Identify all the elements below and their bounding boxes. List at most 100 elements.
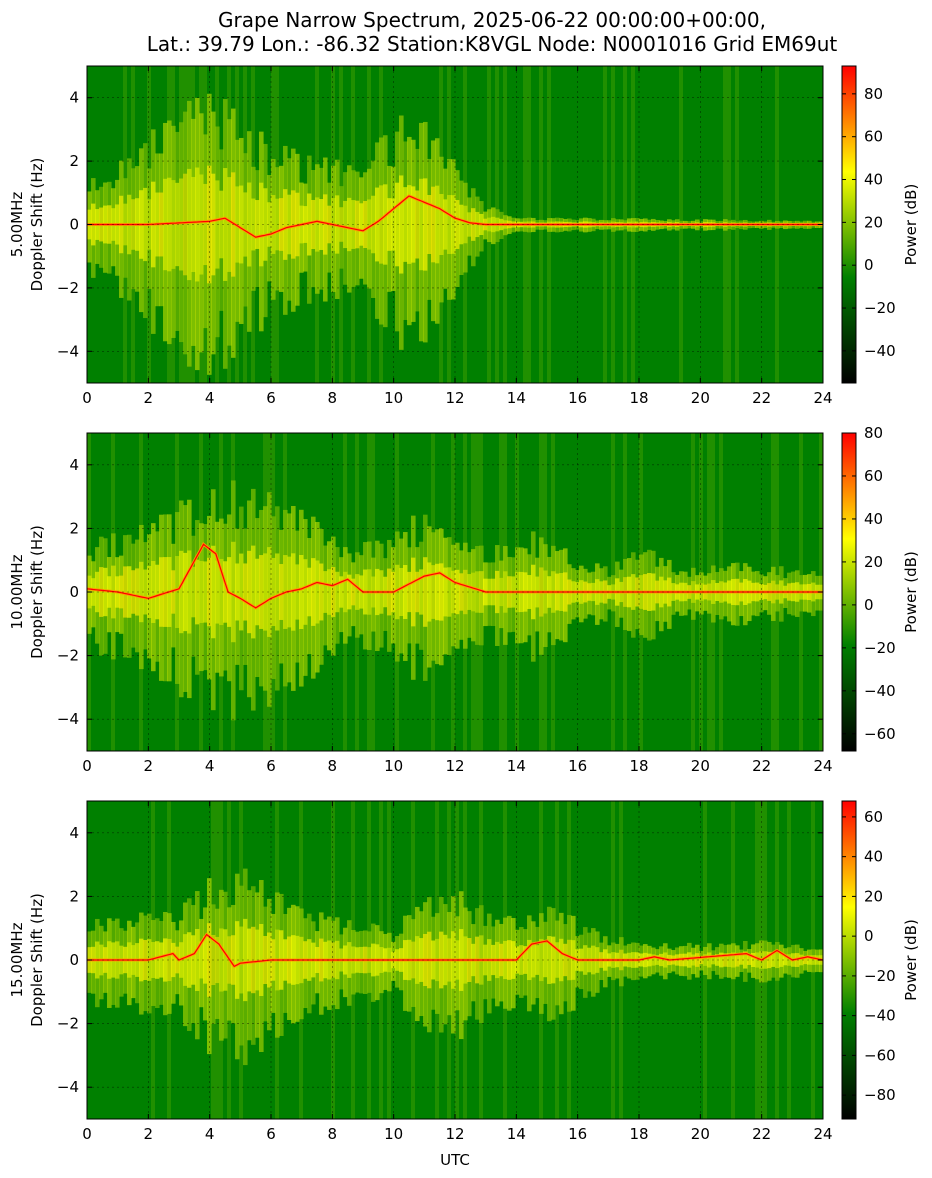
colorbar-tick-label: 20 xyxy=(864,213,883,231)
heatmap-core xyxy=(247,928,252,992)
colorbar-tick-label: −40 xyxy=(864,682,896,700)
heatmap-streak xyxy=(203,66,207,383)
heatmap-core xyxy=(379,185,384,264)
heatmap-core xyxy=(239,926,244,994)
x-tick-label: 14 xyxy=(507,1125,526,1143)
y-tick-label: 2 xyxy=(69,887,79,905)
colorbar xyxy=(841,432,857,752)
heatmap-core xyxy=(467,212,472,237)
x-tick-label: 18 xyxy=(629,1125,648,1143)
x-tick-label: 16 xyxy=(568,1125,587,1143)
colorbar-tick-label: −60 xyxy=(864,1046,896,1064)
colorbar-tick-label: −20 xyxy=(864,639,896,657)
colorbar-tick-label: 80 xyxy=(864,424,883,442)
heatmap-core xyxy=(527,939,532,981)
heatmap-core xyxy=(147,565,152,619)
y-tick-label: 0 xyxy=(69,951,79,969)
band-label: 5.00MHz xyxy=(8,192,26,258)
heatmap-core xyxy=(687,952,692,968)
colorbar-tick-label: 80 xyxy=(864,85,883,103)
heatmap-core xyxy=(419,178,424,271)
heatmap-core xyxy=(307,567,312,617)
heatmap-core xyxy=(223,929,228,991)
colorbar-tick-label: −40 xyxy=(864,1007,896,1025)
heatmap-core xyxy=(383,184,388,265)
heatmap-core xyxy=(227,177,232,272)
heatmap-core xyxy=(647,953,652,967)
x-tick-label: 0 xyxy=(82,1125,92,1143)
heatmap-core xyxy=(339,207,344,242)
heatmap-streak xyxy=(379,66,383,383)
x-tick-label: 12 xyxy=(445,389,464,407)
y-tick-label: 2 xyxy=(69,519,79,537)
heatmap-core xyxy=(339,576,344,608)
heatmap-core xyxy=(203,561,208,623)
heatmap-core xyxy=(303,559,308,625)
heatmap-core xyxy=(199,941,204,979)
heatmap-core xyxy=(799,954,804,966)
chart-title-line2: Lat.: 39.79 Lon.: -86.32 Station:K8VGL N… xyxy=(147,32,838,56)
x-tick-label: 20 xyxy=(691,757,710,775)
heatmap-core xyxy=(779,953,784,967)
colorbar-tick-label: −20 xyxy=(864,967,896,985)
heatmap-core xyxy=(319,199,324,250)
heatmap-streak xyxy=(439,66,443,383)
heatmap-core xyxy=(243,192,248,257)
heatmap-core xyxy=(179,550,184,634)
heatmap-core xyxy=(403,187,408,262)
heatmap-streak xyxy=(219,801,223,1119)
colorbar-tick-label: 0 xyxy=(864,256,874,274)
y-tick-label: 4 xyxy=(69,824,79,842)
heatmap-core xyxy=(763,951,768,969)
heatmap-core xyxy=(267,202,272,247)
x-tick-label: 6 xyxy=(266,389,276,407)
heatmap-core xyxy=(447,195,452,254)
heatmap-core xyxy=(179,178,184,271)
heatmap-core xyxy=(419,569,424,615)
heatmap-core xyxy=(399,175,404,274)
heatmap-core xyxy=(123,566,128,618)
x-tick-label: 18 xyxy=(629,389,648,407)
heatmap-core xyxy=(187,168,192,281)
x-tick-label: 24 xyxy=(813,1125,832,1143)
heatmap-core xyxy=(219,558,224,626)
x-tick-label: 4 xyxy=(205,389,215,407)
heatmap-core xyxy=(467,574,472,610)
colorbar-label: Power (dB) xyxy=(902,184,920,266)
x-tick-label: 0 xyxy=(82,389,92,407)
x-tick-label: 4 xyxy=(205,757,215,775)
heatmap-streak xyxy=(243,66,247,383)
heatmap-core xyxy=(199,561,204,623)
heatmap-streak xyxy=(239,801,243,1119)
x-axis-label: UTC xyxy=(440,1151,470,1169)
heatmap-core xyxy=(159,557,164,627)
heatmap-core xyxy=(343,571,348,613)
heatmap-core xyxy=(247,182,252,267)
heatmap-core xyxy=(159,942,164,978)
heatmap-core xyxy=(519,945,524,975)
x-tick-label: 20 xyxy=(691,389,710,407)
heatmap-core xyxy=(139,561,144,623)
heatmap-core xyxy=(787,954,792,966)
heatmap-core xyxy=(203,936,208,984)
x-tick-label: 2 xyxy=(144,389,154,407)
colorbar-tick-label: 20 xyxy=(864,887,883,905)
heatmap-core xyxy=(247,550,252,634)
x-tick-label: 22 xyxy=(752,757,771,775)
y-tick-label: −2 xyxy=(57,647,79,665)
heatmap-core xyxy=(199,174,204,275)
heatmap-core xyxy=(347,197,352,252)
y-axis-label: Doppler Shift (Hz) xyxy=(28,158,46,292)
heatmap-core xyxy=(287,194,292,255)
colorbar-tick-label: −60 xyxy=(864,725,896,743)
heatmap-core xyxy=(739,955,744,965)
heatmap-core xyxy=(439,563,444,621)
colorbar-tick-label: 60 xyxy=(864,808,883,826)
heatmap-core xyxy=(203,183,208,266)
heatmap-core xyxy=(463,569,468,615)
heatmap-core xyxy=(447,567,452,617)
y-tick-label: −4 xyxy=(57,342,79,360)
